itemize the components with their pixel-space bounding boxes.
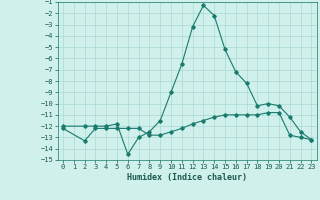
X-axis label: Humidex (Indice chaleur): Humidex (Indice chaleur) — [127, 173, 247, 182]
